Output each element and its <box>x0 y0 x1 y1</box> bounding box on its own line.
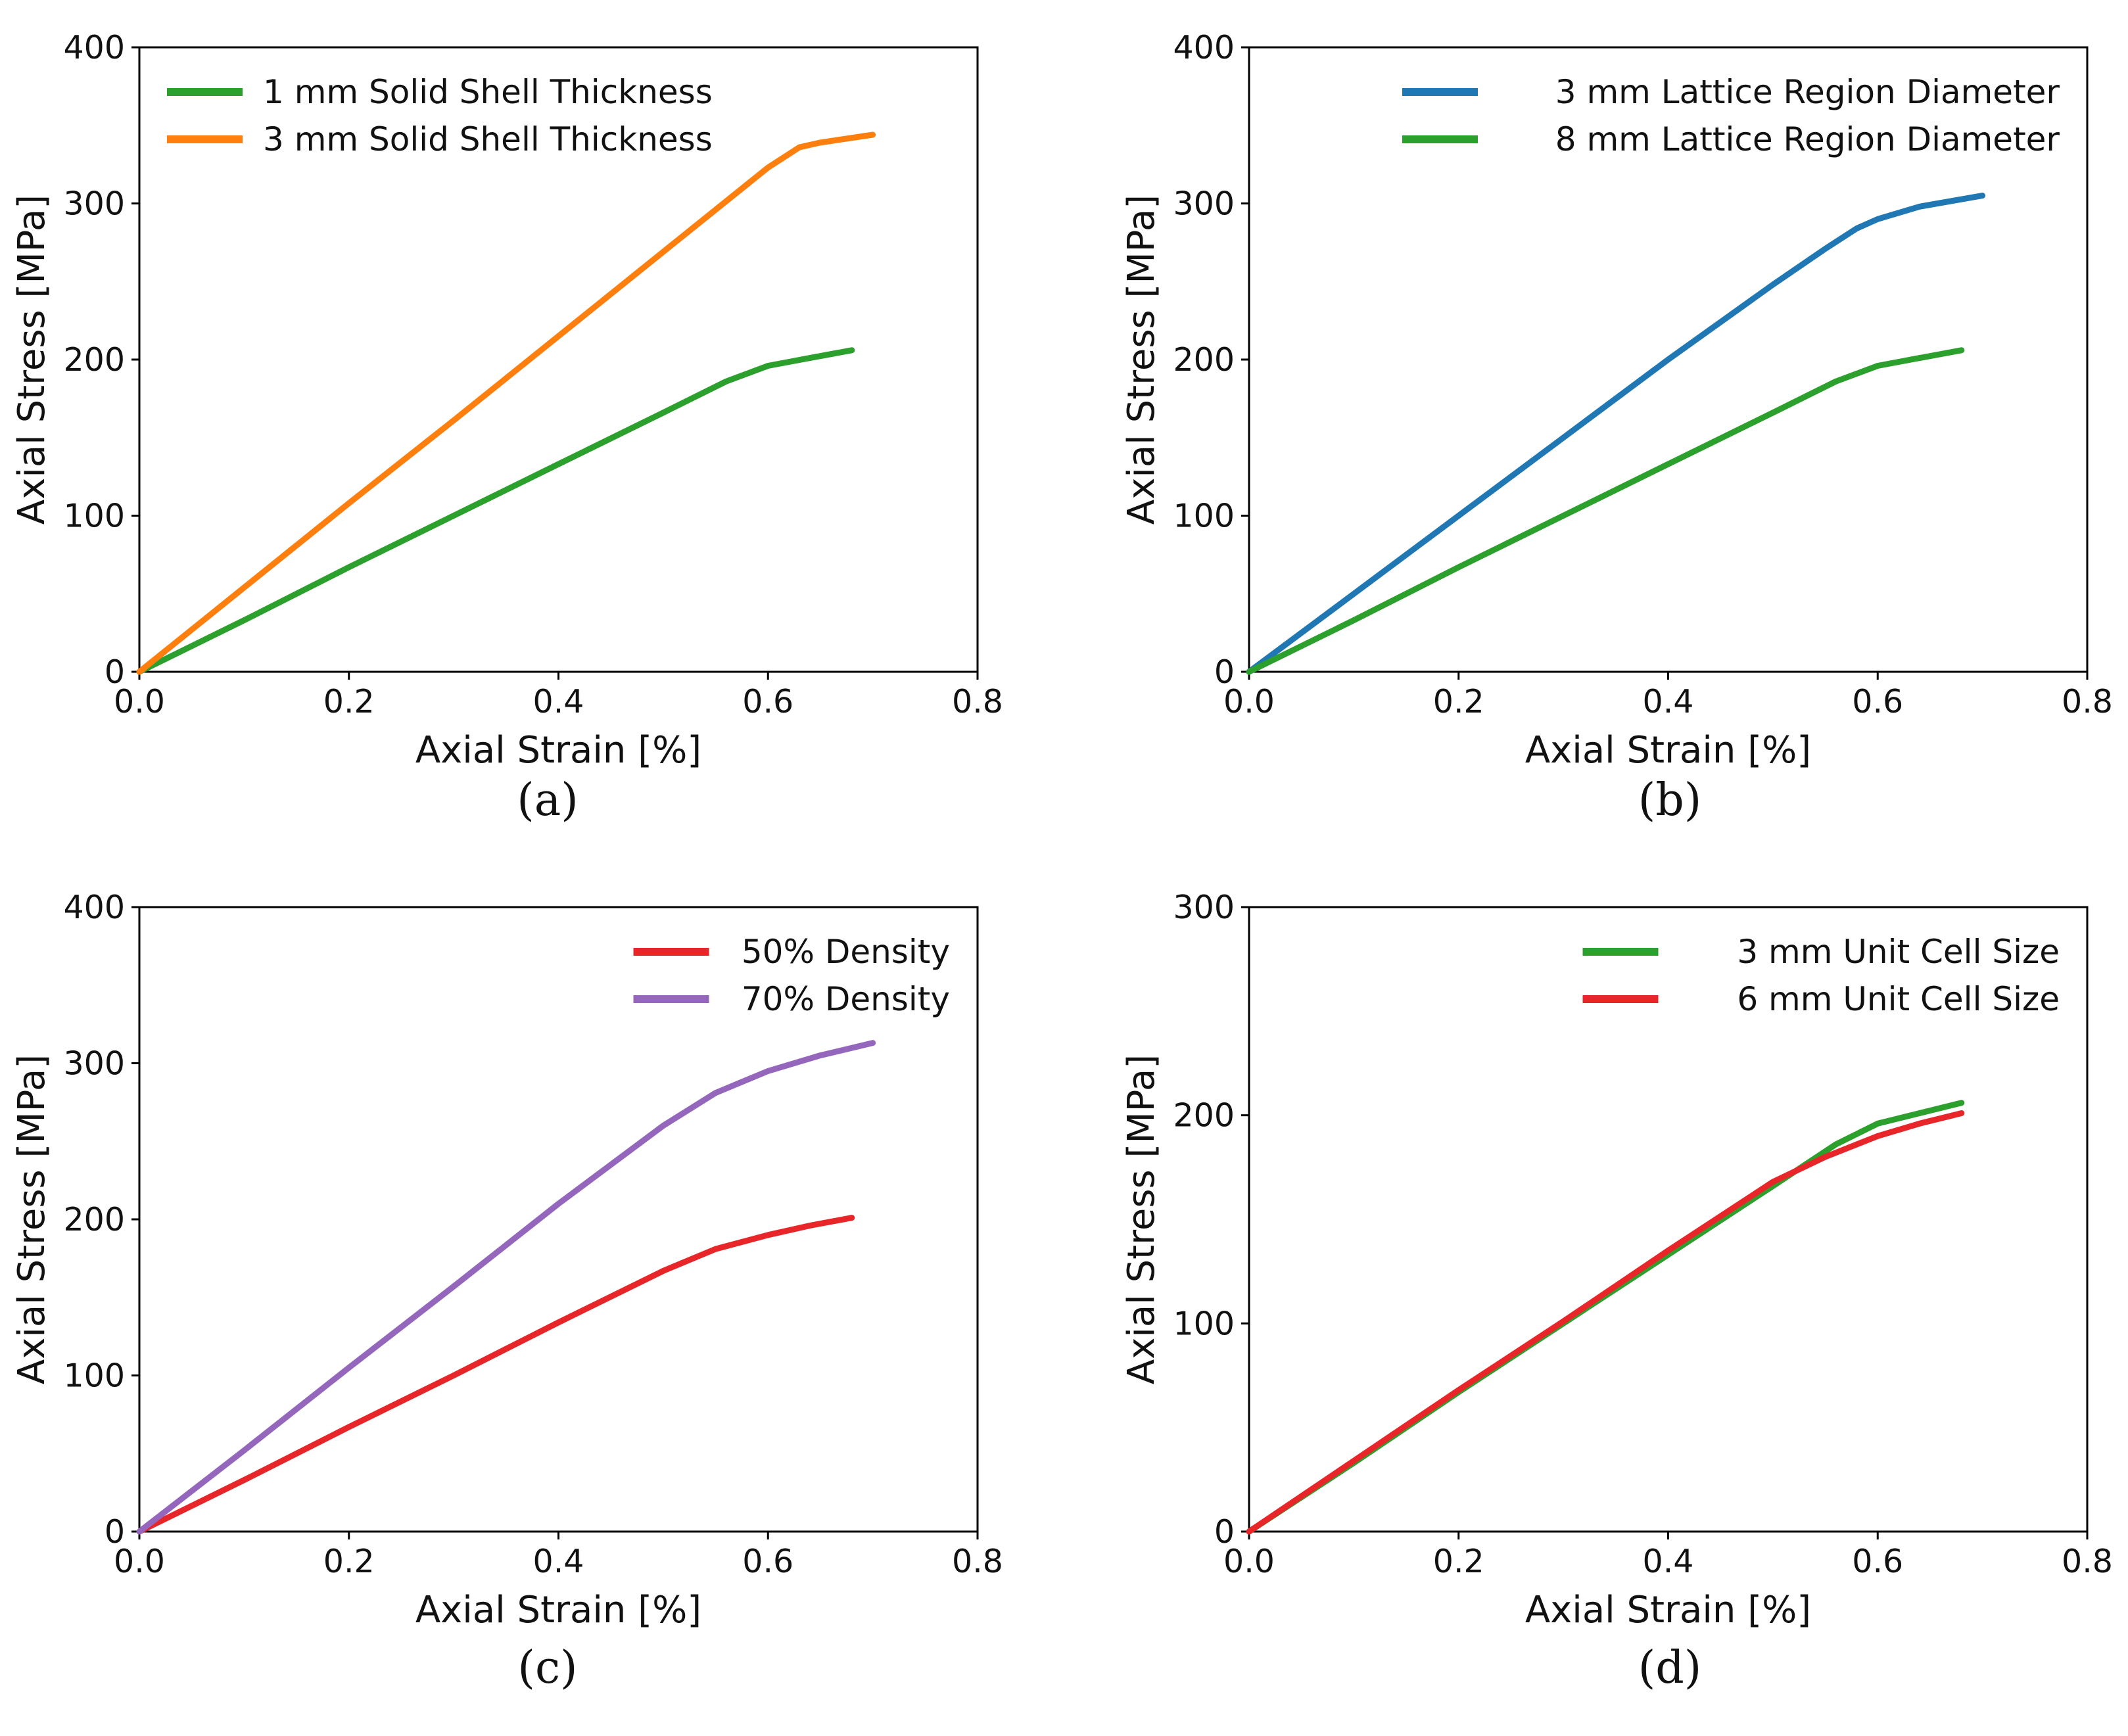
y-tick-label: 100 <box>63 1357 125 1395</box>
y-tick-label: 100 <box>63 498 125 535</box>
legend: 3 mm Unit Cell Size 6 mm Unit Cell Size <box>1582 933 2060 1018</box>
y-axis-label: Axial Stress [MPa] <box>11 195 53 525</box>
x-axis-label: Axial Strain [%] <box>415 1589 701 1631</box>
legend-label-2: 3 mm Solid Shell Thickness <box>263 120 713 158</box>
y-tick-label: 400 <box>63 889 125 926</box>
x-tick-label: 0.0 <box>1223 683 1275 720</box>
x-tick-label: 0.2 <box>323 683 375 720</box>
series-line-2 <box>1246 1110 1965 1535</box>
y-tick-label: 200 <box>1173 1097 1235 1135</box>
y-tick-label: 0 <box>105 1513 125 1551</box>
y-axis-label: Axial Stress [MPa] <box>1120 195 1163 525</box>
panel-a: 0.0 0.2 0.4 0.6 0.8 0 100 200 300 400 Axial Strain… <box>11 29 1003 826</box>
y-tick-label: 300 <box>1173 889 1235 926</box>
panel-d: 0.0 0.2 0.4 0.6 0.8 0 100 200 300 Axial Strain [%… <box>1120 889 2113 1694</box>
series-line-1 <box>1246 1100 1965 1535</box>
legend-label-1: 50% Density <box>742 933 950 971</box>
x-tick-label: 0.8 <box>2062 683 2113 720</box>
x-tick-label: 0.4 <box>1643 1543 1694 1580</box>
x-axis-label: Axial Strain [%] <box>1525 1589 1811 1631</box>
panel-caption: (c) <box>517 1642 577 1694</box>
x-tick-label: 0.0 <box>114 1543 165 1580</box>
y-tick-label: 100 <box>1173 1305 1235 1342</box>
y-tick-label: 300 <box>1173 185 1235 223</box>
x-tick-label: 0.8 <box>2062 1543 2113 1580</box>
panel-c: 0.0 0.2 0.4 0.6 0.8 0 100 200 300 400 Axial Strain… <box>11 889 1003 1694</box>
x-tick-label: 0.8 <box>952 1543 1003 1580</box>
y-tick-label: 400 <box>63 29 125 66</box>
series-line-1 <box>136 347 855 675</box>
series-line-1 <box>1246 193 1986 675</box>
legend: 1 mm Solid Shell Thickness 3 mm Solid She… <box>167 73 713 158</box>
panel-b: 0.0 0.2 0.4 0.6 0.8 0 100 200 300 400 Axial Strain… <box>1120 29 2113 826</box>
series-line-2 <box>136 131 876 675</box>
series-line-1 <box>136 1215 855 1535</box>
legend-label-1: 3 mm Unit Cell Size <box>1737 933 2060 971</box>
legend-label-2: 8 mm Lattice Region Diameter <box>1555 120 2060 158</box>
y-tick-label: 200 <box>1173 341 1235 379</box>
legend: 50% Density 70% Density <box>633 933 950 1018</box>
legend-label-2: 70% Density <box>742 980 950 1018</box>
y-tick-label: 200 <box>63 341 125 379</box>
y-tick-label: 100 <box>1173 498 1235 535</box>
x-tick-label: 0.6 <box>1852 683 1903 720</box>
y-tick-label: 400 <box>1173 29 1235 66</box>
y-tick-label: 0 <box>105 653 125 691</box>
x-tick-label: 0.2 <box>1433 1543 1484 1580</box>
legend-label-1: 3 mm Lattice Region Diameter <box>1555 73 2060 111</box>
y-tick-label: 300 <box>63 1045 125 1083</box>
x-tick-label: 0.6 <box>1852 1543 1903 1580</box>
x-tick-label: 0.4 <box>533 683 584 720</box>
panel-caption: (d) <box>1638 1642 1702 1694</box>
y-tick-label: 0 <box>1214 1513 1235 1551</box>
x-tick-label: 0.2 <box>323 1543 375 1580</box>
panel-caption: (a) <box>517 774 579 826</box>
legend: 3 mm Lattice Region Diameter 8 mm Lattice… <box>1402 73 2060 158</box>
legend-label-2: 6 mm Unit Cell Size <box>1737 980 2060 1018</box>
panel-caption: (b) <box>1638 774 1702 826</box>
y-tick-label: 0 <box>1214 653 1235 691</box>
x-tick-label: 0.6 <box>742 683 793 720</box>
x-tick-label: 0.2 <box>1433 683 1484 720</box>
legend-label-1: 1 mm Solid Shell Thickness <box>263 73 713 111</box>
x-axis-label: Axial Strain [%] <box>415 729 701 772</box>
y-tick-label: 200 <box>63 1201 125 1238</box>
x-tick-label: 0.6 <box>742 1543 793 1580</box>
y-axis-label: Axial Stress [MPa] <box>11 1054 53 1384</box>
x-tick-label: 0.8 <box>952 683 1003 720</box>
x-tick-label: 0.4 <box>533 1543 584 1580</box>
x-tick-label: 0.0 <box>1223 1543 1275 1580</box>
series-line-2 <box>136 1040 876 1535</box>
x-tick-label: 0.4 <box>1643 683 1694 720</box>
x-tick-label: 0.0 <box>114 683 165 720</box>
y-axis-label: Axial Stress [MPa] <box>1120 1054 1163 1384</box>
x-axis-label: Axial Strain [%] <box>1525 729 1811 772</box>
series-line-2 <box>1246 347 1965 675</box>
y-tick-label: 300 <box>63 185 125 223</box>
